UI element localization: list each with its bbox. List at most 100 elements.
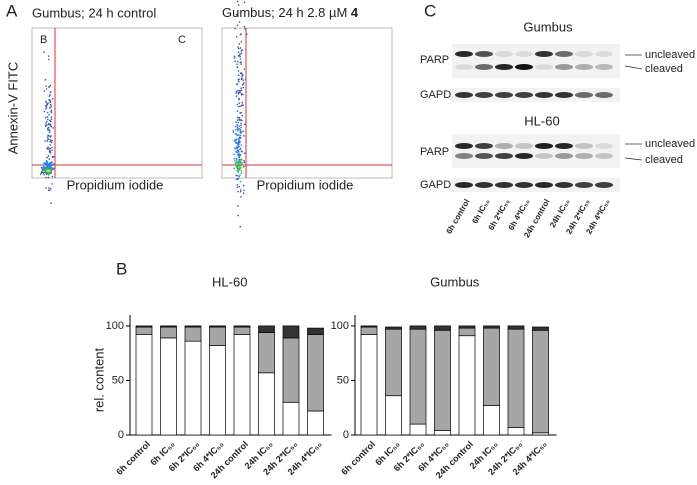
event-dot	[46, 111, 49, 114]
event-dot	[49, 101, 52, 104]
event-dot	[48, 172, 51, 175]
bar-segment	[307, 334, 324, 412]
blot-band	[555, 92, 573, 98]
event-dot	[235, 35, 238, 38]
blot-band	[595, 182, 613, 188]
y-axis-label: rel. content	[91, 347, 106, 412]
event-dot	[47, 138, 50, 140]
event-dot	[241, 104, 243, 106]
bar-segment	[385, 328, 402, 397]
bar-segment	[160, 337, 177, 436]
event-dot	[49, 103, 52, 106]
x-tick-label: 6h control	[339, 439, 377, 477]
event-dot	[45, 187, 47, 189]
event-dot	[50, 116, 53, 118]
event-dot	[44, 140, 46, 142]
event-dot	[238, 98, 240, 101]
event-dot	[48, 113, 50, 116]
event-dot	[236, 24, 239, 27]
event-dot	[45, 106, 48, 109]
event-dot	[238, 185, 241, 188]
event-dot	[236, 166, 238, 169]
event-dot	[45, 176, 47, 179]
blot-band	[595, 64, 613, 70]
blot-band	[495, 182, 513, 188]
event-dot	[48, 129, 51, 132]
event-dot	[49, 91, 52, 94]
event-dot	[50, 141, 53, 144]
event-dot	[240, 164, 243, 167]
event-dot	[242, 184, 245, 187]
event-dot	[49, 124, 52, 126]
event-dot	[46, 116, 49, 118]
event-dot	[45, 164, 48, 166]
event-dot	[237, 174, 239, 177]
event-dot	[240, 169, 243, 172]
bar-segment	[507, 427, 525, 436]
event-dot	[238, 156, 240, 159]
event-dot	[241, 84, 244, 86]
event-dot	[238, 74, 240, 77]
flow-plot	[221, 0, 393, 228]
event-dot	[50, 163, 52, 166]
event-dot	[241, 101, 244, 104]
blot-band	[535, 64, 553, 70]
event-dot	[45, 122, 47, 124]
y-tick-label: 50	[337, 374, 349, 386]
event-dot	[233, 158, 235, 160]
event-dot	[239, 47, 242, 49]
event-dot	[236, 183, 239, 186]
blot-band	[515, 153, 533, 159]
event-dot	[240, 126, 242, 129]
blot-band	[455, 92, 473, 98]
event-dot	[47, 134, 49, 137]
event-dot	[240, 111, 243, 114]
event-dot	[235, 160, 238, 162]
event-dot	[49, 106, 52, 109]
event-dot	[239, 119, 241, 122]
blot-band	[495, 153, 513, 159]
event-dot	[240, 159, 243, 161]
blot-title: Gumbus	[523, 19, 573, 34]
blot-band	[495, 143, 513, 149]
event-dot	[46, 140, 49, 142]
event-dot	[239, 180, 242, 183]
event-dot	[51, 98, 54, 100]
event-dot	[51, 156, 54, 158]
event-dot	[48, 187, 50, 189]
blot-band	[495, 64, 513, 70]
event-dot	[236, 164, 238, 167]
event-dot	[45, 172, 47, 174]
event-dot	[48, 165, 51, 167]
bar-segment	[307, 410, 324, 436]
event-dot	[242, 130, 244, 133]
arrows	[624, 54, 643, 161]
event-dot	[45, 102, 48, 104]
event-dot	[242, 104, 244, 106]
event-dot	[44, 125, 47, 128]
blot-band	[555, 64, 573, 70]
bar-segment	[307, 327, 324, 335]
blot-band	[575, 64, 593, 70]
event-dot	[235, 13, 238, 16]
event-dot	[47, 118, 49, 121]
panel-label: C	[424, 1, 436, 20]
blot-strip	[452, 44, 620, 78]
blot-band	[555, 153, 573, 159]
event-dot	[243, 161, 246, 164]
event-dot	[240, 124, 242, 127]
event-dot	[235, 161, 237, 164]
event-dot	[237, 205, 239, 207]
event-dot	[242, 82, 245, 84]
event-dot	[239, 167, 241, 170]
event-dot	[46, 147, 48, 150]
blot-band	[575, 92, 593, 98]
event-dot	[46, 170, 48, 172]
event-dot	[236, 146, 239, 149]
bar-segment	[233, 325, 251, 328]
bar-segment	[135, 334, 153, 436]
event-dot	[239, 61, 242, 64]
event-dot	[237, 51, 240, 54]
event-dot	[239, 72, 242, 75]
